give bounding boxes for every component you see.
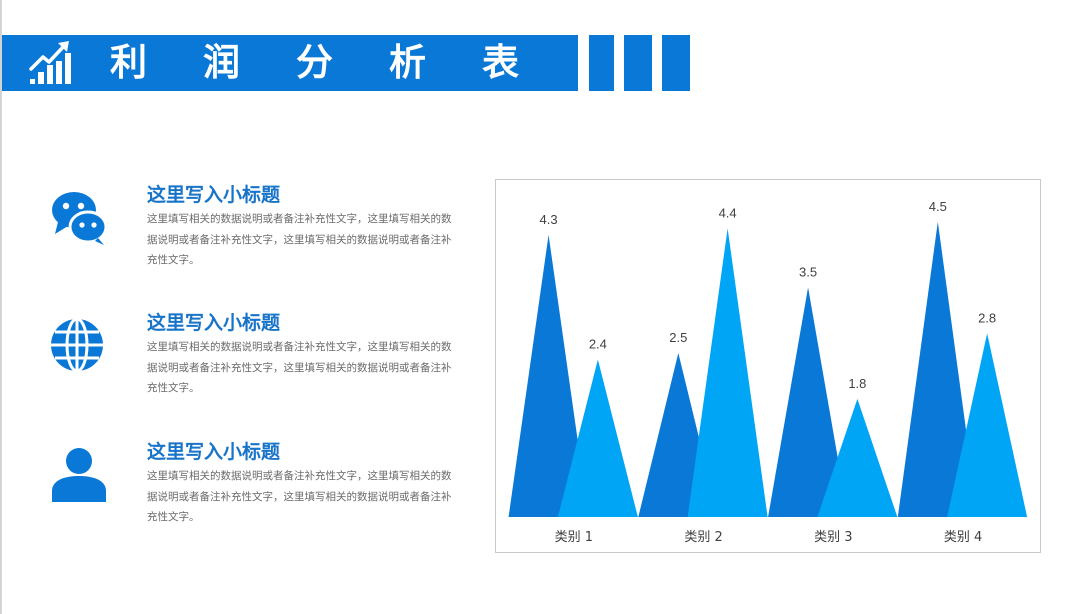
left-edge-line [0, 0, 2, 614]
data-label: 1.8 [848, 376, 866, 391]
data-label: 4.4 [719, 205, 737, 220]
info-item: 这里写入小标题 这里填写相关的数据说明或者备注补充性文字，这里填写相关的数据说明… [0, 308, 470, 398]
data-label: 2.8 [978, 310, 996, 325]
info-item: 这里写入小标题 这里填写相关的数据说明或者备注补充性文字，这里填写相关的数据说明… [0, 437, 470, 527]
data-label: 4.5 [929, 199, 947, 214]
chart-bar [557, 359, 638, 517]
chart-bar [897, 221, 978, 518]
decor-block [589, 35, 614, 91]
info-item: 这里写入小标题 这里填写相关的数据说明或者备注补充性文字，这里填写相关的数据说明… [0, 180, 470, 270]
chart-bar [817, 398, 898, 517]
item-description: 这里填写相关的数据说明或者备注补充性文字，这里填写相关的数据说明或者备注补充性文… [147, 341, 452, 394]
item-heading: 这里写入小标题 [147, 441, 281, 463]
chart-bar [508, 234, 589, 518]
data-label: 3.5 [799, 264, 817, 279]
item-description: 这里填写相关的数据说明或者备注补充性文字，这里填写相关的数据说明或者备注补充性文… [147, 213, 452, 266]
triangle-bar-chart: 4.3 2.5 3.5 4.5 2.4 4.4 1.8 2.8 类别 1 类别 2 类别 3 类别 4 [508, 199, 1028, 545]
item-heading: 这里写入小标题 [147, 312, 281, 334]
wechat-icon [52, 192, 108, 245]
decor-block [624, 35, 652, 91]
x-tick-label: 类别 4 [944, 530, 982, 545]
chart-bar [768, 287, 849, 517]
chart-panel: 4.3 2.5 3.5 4.5 2.4 4.4 1.8 2.8 类别 1 类别 2 类别 3 类别 4 [495, 179, 1041, 553]
page-title: 利润分析表 [110, 41, 575, 84]
item-description: 这里填写相关的数据说明或者备注补充性文字，这里填写相关的数据说明或者备注补充性文… [147, 470, 452, 523]
x-tick-label: 类别 3 [814, 530, 852, 545]
user-icon [52, 448, 106, 502]
data-label: 2.5 [669, 330, 687, 345]
globe-icon [51, 317, 103, 373]
growth-chart-icon [29, 41, 71, 84]
item-heading: 这里写入小标题 [147, 184, 281, 206]
chart-bar [947, 333, 1028, 517]
chart-bar [687, 228, 768, 518]
data-label: 2.4 [589, 337, 607, 352]
title-bar: 利润分析表 [2, 35, 578, 91]
x-tick-label: 类别 1 [555, 530, 593, 545]
data-label: 4.3 [540, 212, 558, 227]
x-tick-label: 类别 2 [684, 530, 722, 545]
decor-block [662, 35, 690, 91]
